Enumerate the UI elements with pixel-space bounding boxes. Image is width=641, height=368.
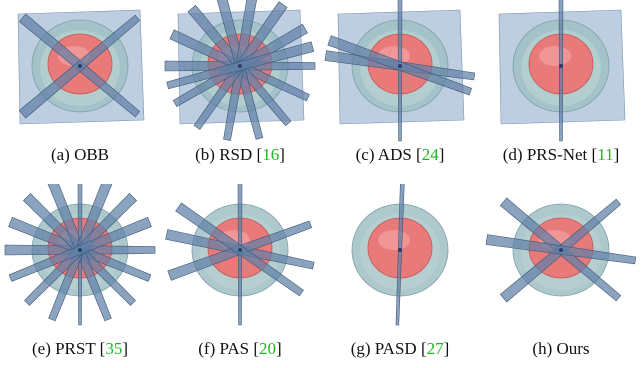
axis-point <box>398 64 402 68</box>
panel-render <box>485 197 637 303</box>
panel-caption: (c) ADS [24] <box>320 145 480 165</box>
panel-caption: (e) PRST [35] <box>0 339 160 359</box>
figure-panel: (b) RSD [16] <box>160 0 320 184</box>
axis-point <box>398 248 402 252</box>
figure-panel: (g) PASD [27] <box>320 184 480 368</box>
caption-label: (g) PASD [ <box>350 339 427 358</box>
citation-link[interactable]: 11 <box>597 145 614 164</box>
panel-render <box>351 184 449 326</box>
symmetry-plane <box>558 0 564 142</box>
panel-caption: (g) PASD [27] <box>320 339 480 359</box>
dome-highlight <box>539 46 571 66</box>
figure-panel: (e) PRST [35] <box>0 184 160 368</box>
axis-point <box>559 248 563 252</box>
panel-caption: (a) OBB <box>0 145 160 165</box>
panel-render <box>498 0 626 142</box>
caption-bracket: ] <box>276 339 282 358</box>
axis-point <box>78 248 82 252</box>
panel-caption: (f) PAS [20] <box>160 339 320 359</box>
panel-render <box>4 184 156 326</box>
caption-bracket: ] <box>443 339 450 358</box>
figure-panel: (a) OBB <box>0 0 160 184</box>
figure-panel: (f) PAS [20] <box>160 184 320 368</box>
citation-link[interactable]: 27 <box>426 339 444 358</box>
caption-label: (e) PRST [ <box>31 339 106 358</box>
panel-render <box>17 9 145 125</box>
panel-render <box>164 0 316 141</box>
caption-label: (c) ADS [ <box>355 145 422 164</box>
axis-point <box>559 64 563 68</box>
citation-link[interactable]: 24 <box>421 145 439 164</box>
figure-panel: (h) Ours <box>481 184 641 368</box>
axis-point <box>78 64 82 68</box>
citation-link[interactable]: 20 <box>259 339 277 358</box>
caption-bracket: ] <box>122 339 129 358</box>
panel-render <box>165 184 315 326</box>
figure-panel: (c) ADS [24] <box>320 0 480 184</box>
citation-link[interactable]: 16 <box>262 145 280 164</box>
caption-label: (h) Ours <box>532 339 590 358</box>
caption-label: (a) OBB <box>50 145 110 164</box>
panel-caption: (b) RSD [16] <box>160 145 320 165</box>
caption-bracket: ] <box>279 145 285 164</box>
citation-link[interactable]: 35 <box>105 339 123 358</box>
figure-panel: (d) PRS-Net [11] <box>481 0 641 184</box>
panel-render <box>324 0 476 142</box>
axis-point <box>238 248 242 252</box>
caption-bracket: ] <box>438 145 445 164</box>
dome-highlight <box>378 230 410 250</box>
axis-point <box>238 64 242 68</box>
caption-label: (d) PRS-Net [ <box>502 145 598 164</box>
panel-caption: (h) Ours <box>481 339 641 359</box>
caption-bracket: ] <box>613 145 620 164</box>
caption-label: (f) PAS [ <box>198 339 260 358</box>
panel-caption: (d) PRS-Net [11] <box>481 145 641 165</box>
caption-label: (b) RSD [ <box>195 145 263 164</box>
